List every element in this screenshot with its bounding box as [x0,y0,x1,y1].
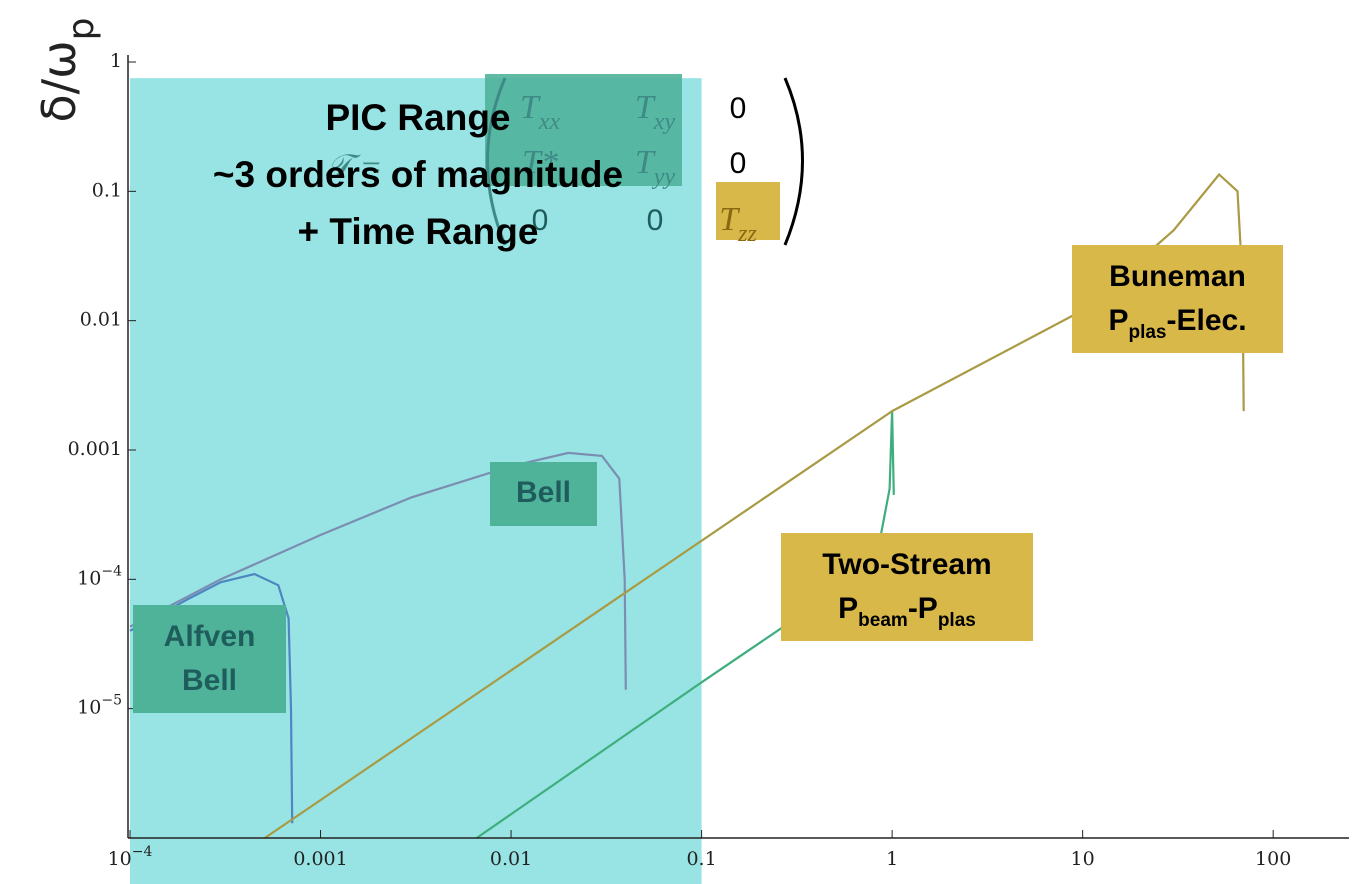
matrix-text: T [719,201,740,238]
label-part: -Elec. [1167,304,1247,337]
matrix-cell: 0 [730,147,747,180]
y-tick-label: 0.001 [68,438,122,460]
matrix-text: 0 [532,204,549,237]
matrix-cell: Tyy [635,144,676,190]
label-text: Bell [182,664,237,697]
matrix-bracket [783,77,804,246]
tick-base: 10 [77,697,101,719]
curve [129,572,294,824]
matrix-cell: 0 [532,204,549,237]
curve [129,451,627,690]
label-part: Two-Stream [822,548,991,581]
label-part: P [838,592,858,625]
label-text: Pbeam-Pplas [838,592,976,631]
matrix-bracket [486,77,507,246]
label-part: Buneman [1109,260,1246,293]
pic-range [130,78,702,884]
label-sub: plas [938,610,976,631]
label-text: Pplas-Elec. [1108,304,1246,343]
matrix-cell: Txx [520,89,561,135]
x-tick-label: 0.01 [490,848,532,870]
matrix-sub: xy [653,109,676,135]
y-label-sub: p [61,17,102,40]
tick-base: 10 [108,848,132,870]
y-tick-label: 10−4 [77,563,122,589]
matrix-cell: 0 [647,204,664,237]
matrix-text: 0 [730,147,747,180]
matrix-text: 0 [730,92,747,125]
label-sub: plas [1128,322,1166,343]
tick-base: 10 [77,567,101,589]
matrix-cell: T* [522,144,558,181]
pic-range-text: + Time Range [298,211,539,252]
label-text: Two-Stream [822,548,991,581]
matrix-text: T [635,89,656,126]
pic-range-text: PIC Range [325,97,510,138]
matrix-text: T [635,144,656,181]
x-tick-label: 1 [886,848,898,870]
matrix-text: T [520,89,541,126]
y-tick-label: 10−5 [77,693,122,719]
tick-exponent: −5 [101,693,122,709]
matrix: 𝒯 =Txx Txy 0T* Tyy 00 0 Tzz [325,74,804,247]
label-part: Bell [182,664,237,697]
label-sub: beam [858,610,908,631]
y-axis-label: δ/ωp [32,17,102,122]
label-text: Bell [516,476,571,509]
label-part: -P [908,592,938,625]
label-text: Buneman [1109,260,1246,293]
y-tick-label: 0.1 [92,179,122,201]
matrix-sub: xx [538,109,561,135]
matrix-highlight [485,74,682,186]
matrix-highlight [716,182,780,240]
tick-exponent: −4 [101,563,122,579]
label-part: P [1108,304,1128,337]
x-tick-label: 10 [1071,848,1095,870]
x-tick-label: 10−4 [108,844,153,870]
label-text: Alfven [164,620,256,653]
x-tick-label: 0.1 [686,848,716,870]
label-box [133,605,286,713]
matrix-text: 0 [647,204,664,237]
matrix-cell: Txy [635,89,676,135]
label-part: Bell [516,476,571,509]
label-part: Alfven [164,620,256,653]
matrix-cell: 0 [730,92,747,125]
matrix-symbol: 𝒯 = [325,149,383,186]
matrix-sub: zz [737,221,757,247]
matrix-sub: yy [652,164,676,190]
matrix-text: T* [522,144,558,181]
tick-exponent: −4 [132,844,153,860]
x-tick-label: 0.001 [293,848,347,870]
y-tick-label: 0.01 [80,309,122,331]
curve [476,411,895,839]
label-box [781,533,1033,641]
x-tick-label: 100 [1255,848,1291,870]
matrix-cell: Tzz [719,201,757,247]
y-tick-label: 1 [110,50,122,72]
label-box [1072,245,1283,353]
y-label-text: δ/ω [32,40,86,122]
pic-range-text: ~3 orders of magnitude [213,154,623,195]
label-box [490,462,597,526]
